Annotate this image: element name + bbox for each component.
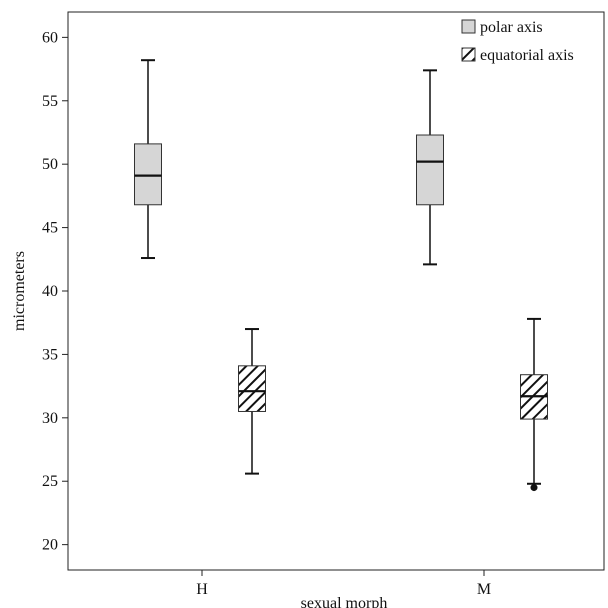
legend-swatch <box>461 47 476 62</box>
iqr-box <box>134 143 162 206</box>
box-equatorial-axis-M <box>520 317 548 492</box>
y-tick-label: 50 <box>42 156 58 173</box>
box-polar-axis-M <box>416 69 444 266</box>
y-tick-label: 45 <box>42 220 58 237</box>
y-tick-label: 60 <box>42 29 58 46</box>
x-tick-label: H <box>196 581 208 598</box>
y-tick-label: 25 <box>42 473 58 490</box>
y-tick-label: 40 <box>42 283 58 300</box>
legend-swatch <box>461 19 476 34</box>
y-tick-label: 30 <box>42 410 58 427</box>
box-polar-axis-H <box>134 59 162 260</box>
legend: polar axis equatorial axis <box>461 19 574 64</box>
legend-label: polar axis <box>480 19 543 36</box>
y-tick-label: 20 <box>42 537 58 554</box>
x-tick-label: M <box>477 581 491 598</box>
box-equatorial-axis-H <box>238 328 266 475</box>
y-tick-label: 35 <box>42 346 58 363</box>
iqr-box <box>238 365 266 412</box>
legend-label: equatorial axis <box>480 47 574 64</box>
y-axis-label: micrometers <box>11 251 28 331</box>
iqr-box <box>416 134 444 206</box>
boxes-layer <box>134 59 548 492</box>
y-tick-label: 55 <box>42 93 58 110</box>
x-axis-label: sexual morph <box>301 595 388 608</box>
outlier-point <box>530 484 538 492</box>
